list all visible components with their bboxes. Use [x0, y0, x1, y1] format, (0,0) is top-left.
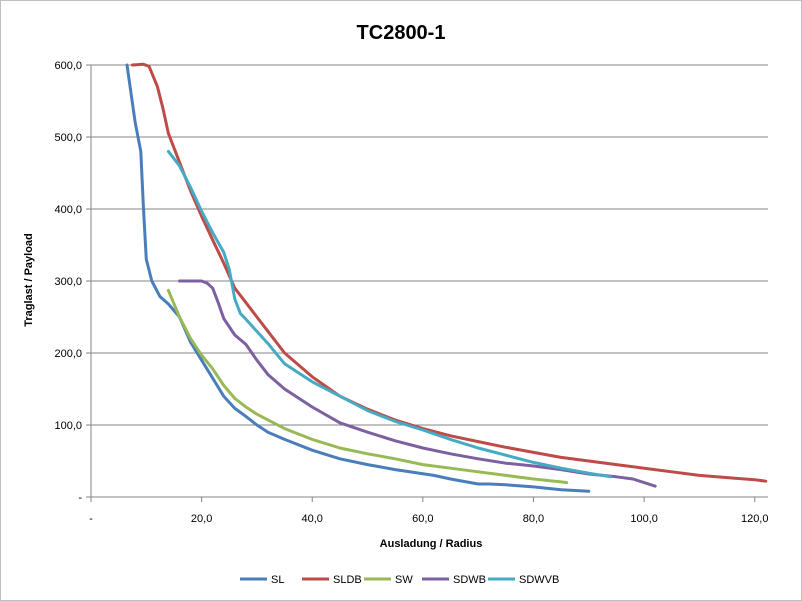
y-tick-label: 200,0: [54, 348, 82, 360]
gridlines: [91, 64, 768, 426]
x-tick-label: 120,0: [741, 513, 769, 525]
x-tick-label: 100,0: [630, 513, 658, 525]
y-tick-label: 300,0: [54, 276, 82, 288]
y-tick-label: 600,0: [54, 60, 82, 72]
legend: SL SLDB SW SDWB SDWVB: [240, 574, 559, 586]
legend-item-sldb: SLDB: [302, 574, 362, 586]
y-axis-ticks: - 100,0 200,0 300,0 400,0 500,0 600,0: [54, 60, 91, 504]
series-line-sdwvb: [166, 149, 613, 479]
legend-item-sdwb: SDWB: [422, 574, 486, 586]
y-tick-label: 100,0: [54, 420, 82, 432]
y-tick-label: -: [78, 492, 82, 504]
x-axis-label: Ausladung / Radius: [380, 538, 483, 550]
x-tick-label: 80,0: [523, 513, 544, 525]
legend-label: SDWB: [453, 574, 486, 586]
x-tick-label: 60,0: [412, 513, 433, 525]
series-line-sldb: [131, 62, 768, 483]
series-line-sdwb: [178, 279, 657, 488]
legend-label: SDWVB: [519, 574, 559, 586]
legend-label: SLDB: [333, 574, 362, 586]
series-line-sl: [125, 63, 591, 493]
chart-title: TC2800-1: [357, 22, 446, 44]
x-tick-label: -: [89, 513, 93, 525]
y-tick-label: 400,0: [54, 204, 82, 216]
series-line-sw: [166, 288, 569, 485]
x-tick-label: 20,0: [191, 513, 212, 525]
y-axis-label: Traglast / Payload: [23, 233, 35, 327]
legend-label: SW: [395, 574, 413, 586]
legend-item-sdwvb: SDWVB: [488, 574, 559, 586]
legend-item-sl: SL: [240, 574, 284, 586]
legend-label: SL: [271, 574, 284, 586]
y-tick-label: 500,0: [54, 132, 82, 144]
legend-item-sw: SW: [364, 574, 413, 586]
x-tick-label: 40,0: [302, 513, 323, 525]
x-axis-ticks: - 20,0 40,0 60,0 80,0 100,0 120,0: [89, 497, 768, 525]
series-lines: [125, 62, 768, 493]
